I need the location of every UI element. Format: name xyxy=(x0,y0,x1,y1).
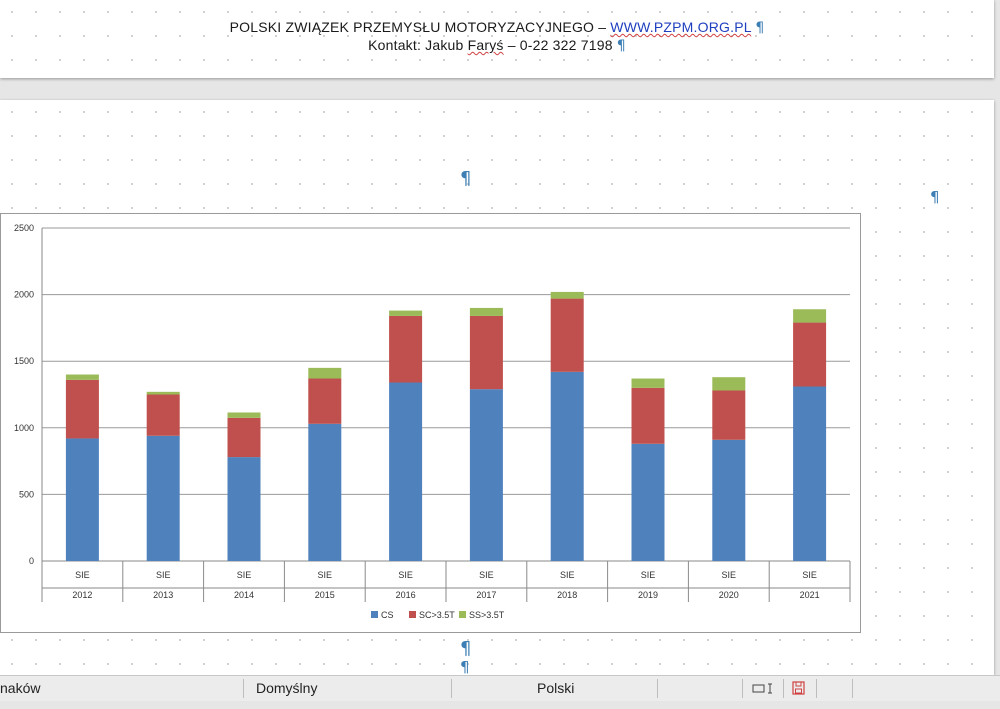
bar-segment xyxy=(793,386,827,561)
paragraph-mark-icon: ¶ xyxy=(930,188,940,206)
legend-label: CS xyxy=(381,610,394,620)
x-sub-label: SIE xyxy=(318,570,333,580)
bar-segment xyxy=(389,315,423,383)
bar-segment xyxy=(389,382,423,561)
paragraph-mark-icon: ¶ xyxy=(460,658,470,676)
bar-segment xyxy=(712,390,746,440)
bar-segment xyxy=(65,374,99,380)
contact-prefix: Kontakt: Jakub xyxy=(368,37,468,53)
status-separator xyxy=(451,679,452,698)
x-sub-label: SIE xyxy=(237,570,252,580)
bar-segment xyxy=(389,310,423,316)
stacked-bar-chart: 0 500 1000 1500 2000 2500 SIE 2012 SIE 2013 SIE 201… xyxy=(14,223,851,620)
bar-segment xyxy=(227,412,261,418)
status-separator xyxy=(243,679,244,698)
x-tick-label: 2016 xyxy=(396,590,416,600)
paragraph-mark-icon: ¶ xyxy=(460,168,472,189)
x-tick-label: 2014 xyxy=(234,590,254,600)
bar-segment xyxy=(550,371,584,561)
selection-mode-icon[interactable] xyxy=(752,676,776,701)
legend-swatch xyxy=(371,611,378,618)
bar-segment xyxy=(793,309,827,323)
paragraph-mark-icon: ¶ xyxy=(755,20,765,36)
bar-segment xyxy=(146,391,180,395)
organization-name: POLSKI ZWIĄZEK PRZEMYSŁU MOTORYZACYJNEGO… xyxy=(229,19,611,35)
bar-segment xyxy=(469,389,503,561)
bar-segment xyxy=(712,377,746,391)
x-sub-label: SIE xyxy=(398,570,413,580)
x-tick-label: 2013 xyxy=(153,590,173,600)
y-tick-label: 2000 xyxy=(14,290,34,300)
bar-segment xyxy=(712,439,746,561)
x-sub-label: SIE xyxy=(802,570,817,580)
bar-segment xyxy=(65,438,99,561)
bar-segment xyxy=(227,417,261,458)
x-tick-label: 2021 xyxy=(800,590,820,600)
y-tick-label: 0 xyxy=(29,556,34,566)
bar-segment xyxy=(793,322,827,387)
x-tick-label: 2019 xyxy=(638,590,658,600)
bar-segment xyxy=(146,435,180,561)
bar-segment xyxy=(469,307,503,316)
page-style-status[interactable]: Domyślny xyxy=(256,680,318,696)
chart-object[interactable]: 0 500 1000 1500 2000 2500 SIE 2012 SIE 2013 SIE 201… xyxy=(0,213,861,633)
x-sub-label: SIE xyxy=(156,570,171,580)
legend-label: SC>3.5T xyxy=(419,610,455,620)
bar-segment xyxy=(469,315,503,390)
word-count-status[interactable]: naków xyxy=(0,680,41,696)
x-tick-label: 2017 xyxy=(476,590,496,600)
status-bar: naków Domyślny Polski xyxy=(0,675,1000,701)
x-tick-label: 2012 xyxy=(72,590,92,600)
bar-segment xyxy=(550,298,584,372)
paragraph-mark-icon: ¶ xyxy=(616,38,626,54)
bar-segment xyxy=(631,378,665,388)
header-organization-line: POLSKI ZWIĄZEK PRZEMYSŁU MOTORYZACYJNEGO… xyxy=(0,19,994,36)
y-tick-label: 2500 xyxy=(14,223,34,233)
y-tick-label: 1500 xyxy=(14,356,34,366)
website-link[interactable]: WWW.PZPM.ORG.PL xyxy=(610,19,752,35)
bar-segment xyxy=(146,394,180,436)
contact-name: Faryś xyxy=(467,37,504,53)
y-tick-label: 500 xyxy=(19,489,34,499)
legend-swatch xyxy=(409,611,416,618)
x-tick-label: 2015 xyxy=(315,590,335,600)
x-sub-label: SIE xyxy=(641,570,656,580)
bar-segment xyxy=(308,367,342,379)
y-tick-label: 1000 xyxy=(14,423,34,433)
legend-swatch xyxy=(459,611,466,618)
bar-segment xyxy=(550,291,584,299)
x-sub-label: SIE xyxy=(560,570,575,580)
legend-label: SS>3.5T xyxy=(469,610,505,620)
paragraph-mark-icon: ¶ xyxy=(460,638,472,659)
bar-segment xyxy=(308,423,342,561)
status-separator xyxy=(742,679,743,698)
bar-segment xyxy=(631,387,665,444)
status-separator xyxy=(657,679,658,698)
x-sub-label: SIE xyxy=(75,570,90,580)
x-sub-label: SIE xyxy=(479,570,494,580)
document-page-previous: POLSKI ZWIĄZEK PRZEMYSŁU MOTORYZACYJNEGO… xyxy=(0,0,994,78)
bar-segment xyxy=(308,378,342,424)
header-contact-line: Kontakt: Jakub Faryś – 0-22 322 7198 ¶ xyxy=(0,37,994,54)
status-separator xyxy=(816,679,817,698)
x-tick-label: 2018 xyxy=(557,590,577,600)
contact-phone: – 0-22 322 7198 xyxy=(503,37,613,53)
document-modified-icon[interactable] xyxy=(791,676,807,701)
x-tick-label: 2020 xyxy=(719,590,739,600)
language-status[interactable]: Polski xyxy=(537,680,575,696)
status-separator xyxy=(783,679,784,698)
status-separator xyxy=(852,679,853,698)
bar-segment xyxy=(227,457,261,561)
bar-segment xyxy=(65,379,99,439)
bar-segment xyxy=(631,443,665,561)
x-sub-label: SIE xyxy=(722,570,737,580)
